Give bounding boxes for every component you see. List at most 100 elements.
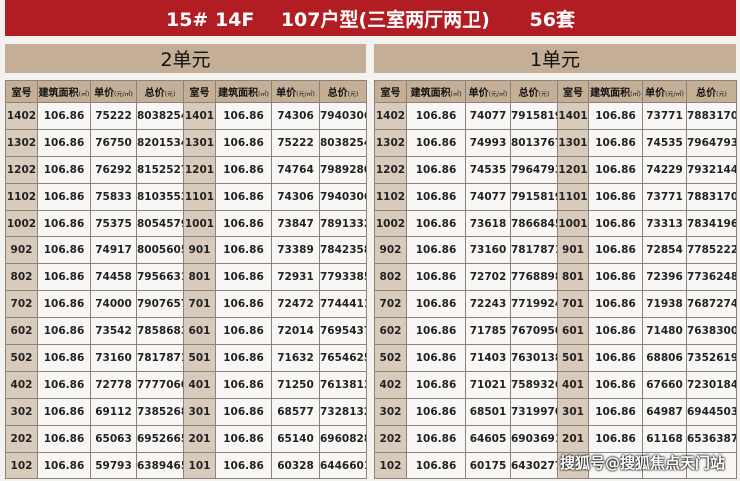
cell-area: 106.86 bbox=[588, 370, 643, 399]
cell-area: 106.86 bbox=[215, 263, 272, 292]
cell-area: 106.86 bbox=[406, 424, 466, 453]
cell-room: 1301 bbox=[557, 128, 589, 157]
cell-area: 106.86 bbox=[588, 102, 643, 130]
cell-price: 75222 bbox=[271, 128, 320, 157]
cell-price: 72472 bbox=[271, 290, 320, 319]
cell-total: 8152527 bbox=[136, 155, 184, 184]
col-header-label: 单价 bbox=[645, 88, 666, 99]
cell-total: 7932144 bbox=[686, 155, 737, 184]
cell-area: 106.86 bbox=[215, 451, 272, 480]
cell-area: 106.86 bbox=[37, 263, 91, 292]
cell-room: 1302 bbox=[5, 128, 38, 157]
cell-total: 8038254 bbox=[319, 128, 367, 157]
cell-room: 702 bbox=[374, 290, 407, 319]
table-row: 1302 106.86 74993 8013767 1301 106.86 74535 796… bbox=[374, 128, 737, 157]
col-header-unit: (元) bbox=[164, 91, 176, 98]
cell-total: 6944503 bbox=[686, 397, 737, 426]
table-row: 1002 106.86 73618 7866845 1001 106.86 73313 783… bbox=[374, 209, 737, 238]
cell-room: 1002 bbox=[5, 209, 38, 238]
table-row: 902 106.86 74917 8005605 901 106.86 73389 78423… bbox=[5, 236, 367, 265]
cell-room: 902 bbox=[5, 236, 38, 265]
cell-area: 106.86 bbox=[37, 209, 91, 238]
col-header-area: 建筑面积(㎡) bbox=[406, 80, 466, 103]
cell-area: 106.86 bbox=[588, 182, 643, 211]
cell-room: 1401 bbox=[183, 102, 216, 130]
cell-total: 7817871 bbox=[510, 236, 558, 265]
cell-price: 71403 bbox=[465, 344, 511, 372]
cell-price: 61168 bbox=[642, 424, 687, 453]
cell-price: 73847 bbox=[271, 209, 320, 238]
cell-area: 106.86 bbox=[37, 155, 91, 184]
cell-price: 68577 bbox=[271, 397, 320, 426]
cell-price: 74306 bbox=[271, 102, 320, 130]
cell-total: 7744411 bbox=[319, 290, 367, 319]
cell-total: 7230184 bbox=[686, 370, 737, 399]
cell-room: 702 bbox=[5, 290, 38, 319]
cell-area: 106.86 bbox=[37, 397, 91, 426]
cell-total: 6952665 bbox=[136, 424, 184, 453]
cell-area: 106.86 bbox=[406, 102, 466, 130]
table-row: 402 106.86 72778 7777060 401 106.86 71250 76138… bbox=[5, 370, 367, 399]
col-header-area: 建筑面积(㎡) bbox=[37, 80, 91, 103]
cell-room: 1401 bbox=[557, 102, 589, 130]
cell-area: 106.86 bbox=[588, 317, 643, 346]
cell-price: 60328 bbox=[271, 451, 320, 480]
col-header-unit: (㎡) bbox=[630, 91, 641, 98]
cell-price: 68806 bbox=[642, 344, 687, 372]
cell-total: 7695437 bbox=[319, 317, 367, 346]
cell-area: 106.86 bbox=[588, 236, 643, 265]
cell-price: 73771 bbox=[642, 102, 687, 130]
col-header-label: 建筑面积 bbox=[410, 88, 451, 99]
cell-room: 602 bbox=[374, 317, 407, 346]
cell-room: 1102 bbox=[374, 182, 407, 211]
cell-area: 106.86 bbox=[406, 155, 466, 184]
cell-price: 74077 bbox=[465, 182, 511, 211]
unit-1-table: 室号 建筑面积(㎡) 单价(元/㎡) 总价(元) 室号 建筑面积(㎡) 单价(元/㎡) 总价(… bbox=[374, 80, 737, 480]
cell-total: 7638300 bbox=[686, 317, 737, 346]
cell-total: 7352619 bbox=[686, 344, 737, 372]
cell-total: 7817871 bbox=[136, 344, 184, 372]
cell-room: 102 bbox=[5, 451, 38, 480]
cell-area: 106.86 bbox=[37, 128, 91, 157]
cell-price: 71021 bbox=[465, 370, 511, 399]
col-header-label: 单价 bbox=[276, 88, 297, 99]
cell-area: 106.86 bbox=[37, 182, 91, 211]
col-header-total: 总价(元) bbox=[319, 80, 367, 103]
table-row: 502 106.86 73160 7817871 501 106.86 71632 76546… bbox=[5, 344, 367, 372]
cell-area: 106.86 bbox=[215, 344, 272, 372]
cell-total: 7630138 bbox=[510, 344, 558, 372]
cell-price: 71938 bbox=[642, 290, 687, 319]
col-header-unit: (㎡) bbox=[450, 91, 462, 98]
cell-area: 106.86 bbox=[215, 236, 272, 265]
cell-room: 1202 bbox=[5, 155, 38, 184]
cell-total: 6389465 bbox=[136, 451, 184, 480]
cell-room: 1002 bbox=[374, 209, 407, 238]
col-header-total: 总价(元) bbox=[510, 80, 558, 103]
cell-room: 101 bbox=[183, 451, 216, 480]
col-header-total: 总价(元) bbox=[136, 80, 184, 103]
table-row: 1102 106.86 75833 8103553 1101 106.86 74306 794… bbox=[5, 182, 367, 211]
cell-area: 106.86 bbox=[37, 290, 91, 319]
cell-total: 7940306 bbox=[319, 182, 367, 211]
cell-price: 74229 bbox=[642, 155, 687, 184]
cell-price: 60175 bbox=[465, 451, 511, 480]
cell-room: 1402 bbox=[5, 102, 38, 130]
cell-price: 74535 bbox=[642, 128, 687, 157]
col-header-price: 单价(元/㎡) bbox=[90, 80, 137, 103]
cell-area: 106.86 bbox=[406, 344, 466, 372]
cell-price: 72702 bbox=[465, 263, 511, 292]
cell-price: 72014 bbox=[271, 317, 320, 346]
table-row: 1102 106.86 74077 7915819 1101 106.86 73771 788… bbox=[374, 182, 737, 211]
cell-price bbox=[642, 451, 687, 480]
cell-area: 106.86 bbox=[215, 155, 272, 184]
cell-total: 7964793 bbox=[510, 155, 558, 184]
cell-total: 7858683 bbox=[136, 317, 184, 346]
col-header-label: 建筑面积 bbox=[38, 88, 79, 99]
cell-price: 71632 bbox=[271, 344, 320, 372]
cell-total: 8005605 bbox=[136, 236, 184, 265]
cell-room: 601 bbox=[557, 317, 589, 346]
cell-total: 8013767 bbox=[510, 128, 558, 157]
cell-total: 7989280 bbox=[319, 155, 367, 184]
cell-room: 402 bbox=[374, 370, 407, 399]
cell-price: 71785 bbox=[465, 317, 511, 346]
